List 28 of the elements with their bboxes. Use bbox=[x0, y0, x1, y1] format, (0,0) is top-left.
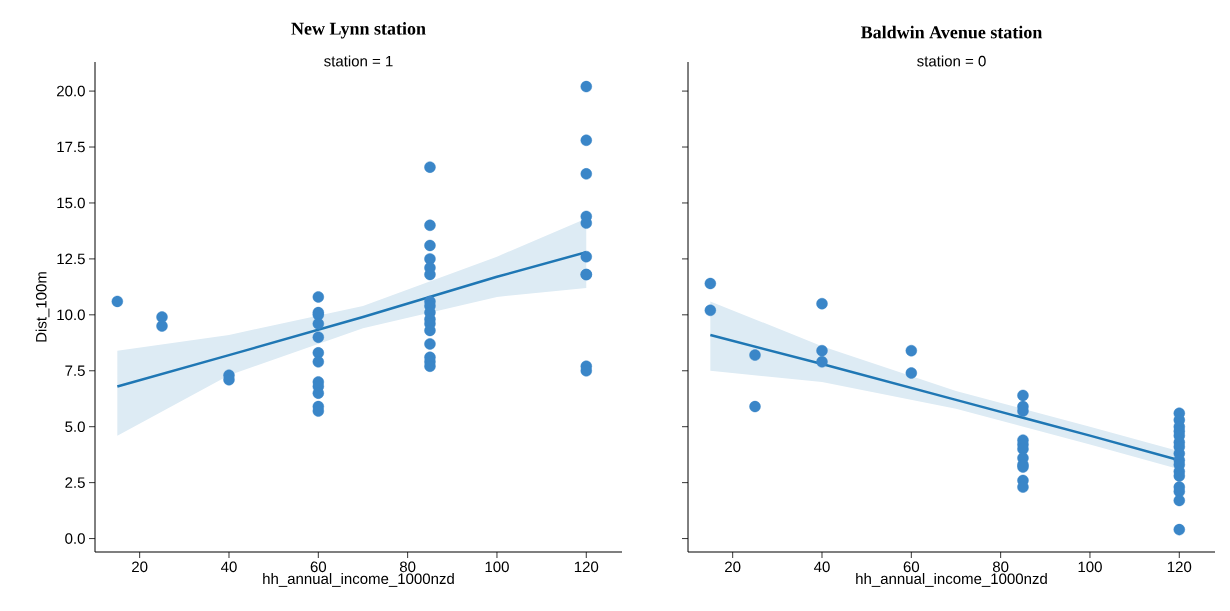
chart-title: Baldwin Avenue station bbox=[860, 25, 1043, 39]
x-axis-title: hh_annual_income_1000nzd bbox=[856, 573, 1047, 587]
y-tick-label: 10.0 bbox=[57, 309, 85, 321]
y-tick-label: 7.5 bbox=[65, 365, 85, 376]
x-tick-label: 40 bbox=[220, 561, 237, 573]
x-tick-label: 100 bbox=[1078, 561, 1102, 573]
x-tick-label: 80 bbox=[399, 561, 416, 573]
y-tick-label: 20.0 bbox=[57, 85, 85, 97]
x-tick-label: 60 bbox=[903, 561, 920, 573]
x-tick-label: 120 bbox=[1167, 561, 1192, 573]
y-tick-label: 5.0 bbox=[65, 421, 85, 433]
y-tick-label: 15.0 bbox=[57, 197, 85, 209]
y-tick-label: 2.5 bbox=[65, 477, 85, 488]
y-tick-label: 12.5 bbox=[57, 253, 85, 265]
chart-title: New Lynn station bbox=[291, 22, 426, 39]
x-tick-label: 40 bbox=[814, 561, 830, 573]
x-tick-label: 20 bbox=[725, 561, 741, 573]
x-axis-title: hh_annual_income_1000nzd bbox=[263, 573, 454, 587]
x-tick-label: 60 bbox=[310, 561, 327, 573]
x-tick-label: 100 bbox=[485, 561, 509, 573]
y-tick-label: 0.0 bbox=[65, 533, 85, 544]
x-tick-label: 80 bbox=[992, 561, 1009, 573]
chart-subtitle: station = 0 bbox=[917, 55, 986, 67]
x-tick-label: 120 bbox=[574, 561, 599, 573]
chart-subtitle: station = 1 bbox=[324, 55, 393, 67]
y-axis-title: Dist_100m bbox=[35, 272, 50, 342]
y-tick-label: 17.5 bbox=[57, 141, 85, 153]
x-tick-label: 20 bbox=[132, 561, 148, 573]
